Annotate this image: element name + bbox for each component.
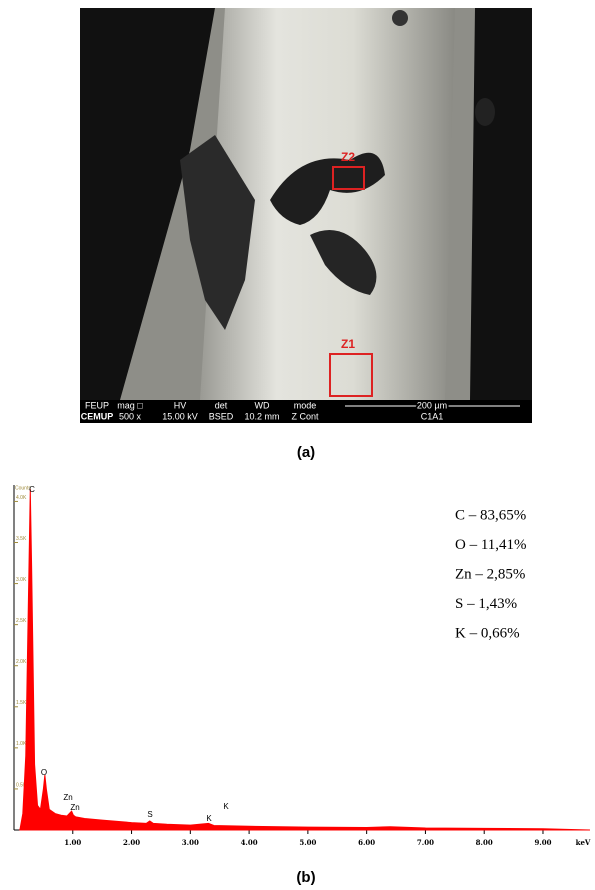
x-axis-label: keV — [576, 838, 591, 847]
peak-label: K — [223, 802, 229, 811]
caption: (b) — [296, 869, 315, 886]
x-tick-label: 3.00 — [182, 838, 199, 847]
info-header: det — [215, 400, 228, 410]
caption: (a) — [297, 444, 315, 461]
y-tick-label: 1.0K — [16, 741, 27, 747]
deposit — [270, 152, 385, 225]
y-tick-label: 4.0K — [16, 495, 27, 501]
composition: S – 1,43% — [455, 596, 517, 612]
zone-box — [329, 353, 373, 397]
peak-label: K — [206, 814, 212, 823]
x-tick-label: 8.00 — [476, 838, 493, 847]
peak-label: C — [29, 485, 35, 494]
logo: FEUP — [85, 400, 109, 410]
peak-label: Zn — [70, 803, 79, 812]
peak-label: O — [41, 768, 47, 777]
info-value: Z Cont — [291, 411, 319, 421]
composition: K – 0,66% — [455, 625, 520, 641]
peak-label: S — [147, 810, 152, 819]
x-tick-label: 7.00 — [417, 838, 434, 847]
x-tick-label: 6.00 — [358, 838, 375, 847]
y-tick-label: 1.5K — [16, 700, 27, 706]
y-axis-label: Counts — [15, 485, 31, 491]
sample-label: C1A1 — [421, 411, 444, 421]
zone-label: Z1 — [341, 337, 355, 351]
composition: C – 83,65% — [455, 507, 526, 523]
info-header: mode — [294, 400, 317, 410]
y-tick-label: 2.0K — [16, 659, 27, 665]
info-value: 10.2 mm — [244, 411, 279, 421]
deposit — [475, 98, 495, 126]
scale-label: 200 µm — [417, 400, 447, 410]
composition: Zn – 2,85% — [455, 566, 525, 582]
info-value: 500 x — [119, 411, 142, 421]
info-header: mag □ — [117, 400, 143, 410]
x-tick-label: 4.00 — [241, 838, 258, 847]
x-tick-label: 2.00 — [123, 838, 140, 847]
info-header: WD — [255, 400, 270, 410]
composition: O – 11,41% — [455, 537, 527, 553]
info-value: BSED — [209, 411, 234, 421]
deposit — [180, 135, 255, 330]
info-header: HV — [174, 400, 187, 410]
peak-label: Zn — [63, 793, 72, 802]
zone-box — [332, 166, 365, 190]
spectrum — [19, 489, 591, 831]
logo: CEMUP — [81, 411, 114, 421]
info-value: 15.00 kV — [162, 411, 198, 421]
y-tick-label: 3.0K — [16, 577, 27, 583]
x-tick-label: 5.00 — [299, 838, 316, 847]
deposit — [310, 230, 377, 295]
x-tick-label: 9.00 — [534, 838, 551, 847]
fiber — [200, 8, 455, 400]
y-tick-label: 0.5K — [16, 782, 27, 788]
y-tick-label: 2.5K — [16, 618, 27, 624]
deposit — [392, 10, 408, 26]
y-tick-label: 3.5K — [16, 536, 27, 542]
zone-label: Z2 — [341, 150, 355, 164]
x-tick-label: 1.00 — [64, 838, 81, 847]
